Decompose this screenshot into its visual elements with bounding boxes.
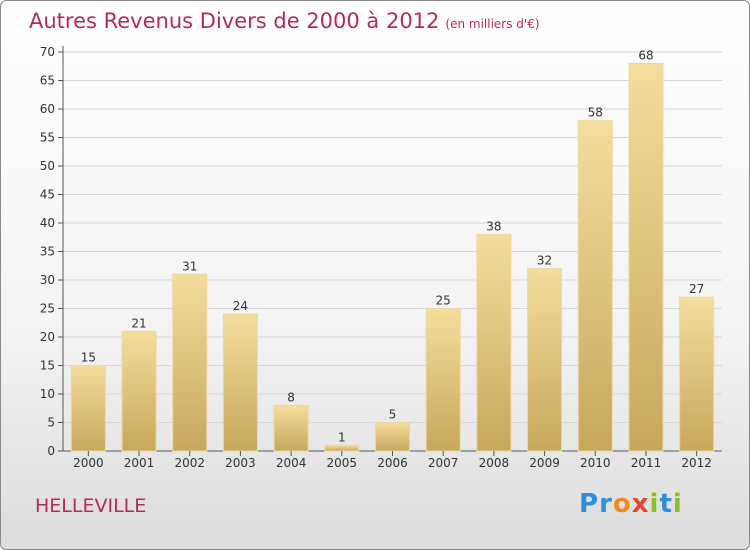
commune-name: HELLEVILLE [35, 495, 147, 517]
data-label: 32 [537, 254, 552, 268]
logo-letter: t [659, 489, 673, 519]
y-tick-label: 50 [40, 159, 55, 173]
x-tick-label: 2001 [124, 456, 155, 470]
bar [679, 296, 715, 452]
bar [324, 444, 360, 452]
x-tick-label: 2005 [327, 456, 358, 470]
y-tick-label: 35 [40, 245, 55, 259]
x-tick-label: 2008 [479, 456, 510, 470]
y-tick-label: 10 [40, 387, 55, 401]
bar [121, 330, 157, 452]
bar [476, 233, 512, 452]
data-label: 21 [131, 316, 146, 330]
x-tick-label: 2011 [631, 456, 662, 470]
data-label: 38 [486, 219, 501, 233]
data-label: 8 [287, 390, 295, 404]
x-tick-label: 2009 [529, 456, 560, 470]
logo-letter: i [649, 489, 660, 519]
y-tick-label: 30 [40, 273, 55, 287]
x-tick-label: 2003 [225, 456, 256, 470]
chart-title-text: Autres Revenus Divers de 2000 à 2012 [29, 9, 440, 33]
y-tick-label: 40 [40, 216, 55, 230]
x-tick-label: 2010 [580, 456, 611, 470]
data-label: 24 [233, 299, 248, 313]
logo-letter: x [631, 489, 650, 519]
x-tick-label: 2012 [681, 456, 712, 470]
y-tick-label: 65 [40, 74, 55, 88]
proxiti-logo: Proxiti [579, 489, 683, 519]
logo-letter: i [672, 489, 683, 519]
bar [172, 273, 208, 452]
x-tick-label: 2000 [73, 456, 104, 470]
logo-letter: o [612, 489, 632, 519]
bar [222, 313, 258, 452]
bar [273, 404, 309, 452]
bar [425, 308, 461, 452]
y-tick-label: 5 [47, 416, 55, 430]
y-tick-label: 70 [40, 45, 55, 59]
logo-letter: r [599, 489, 613, 519]
bar [375, 422, 410, 452]
data-label: 31 [182, 259, 197, 273]
chart-subtitle: (en milliers d'€) [445, 17, 540, 31]
data-label: 58 [588, 105, 603, 119]
data-label: 27 [689, 282, 704, 296]
data-label: 1 [338, 430, 346, 444]
data-label: 25 [436, 294, 451, 308]
y-tick-label: 0 [47, 444, 55, 458]
y-tick-label: 15 [40, 359, 55, 373]
bar [70, 365, 106, 452]
data-label: 5 [389, 408, 397, 422]
data-label: 15 [81, 351, 96, 365]
y-tick-label: 45 [40, 188, 55, 202]
bar [577, 119, 613, 452]
chart-title: Autres Revenus Divers de 2000 à 2012 (en … [29, 9, 540, 33]
x-tick-label: 2002 [174, 456, 205, 470]
y-tick-label: 60 [40, 102, 55, 116]
data-label: 68 [638, 48, 653, 62]
x-tick-label: 2004 [276, 456, 307, 470]
y-tick-label: 20 [40, 330, 55, 344]
logo-letter: P [579, 489, 600, 519]
x-tick-label: 2007 [428, 456, 459, 470]
bar [628, 62, 664, 452]
y-tick-label: 55 [40, 131, 55, 145]
y-tick-label: 25 [40, 302, 55, 316]
bar [527, 268, 563, 452]
x-tick-label: 2006 [377, 456, 408, 470]
